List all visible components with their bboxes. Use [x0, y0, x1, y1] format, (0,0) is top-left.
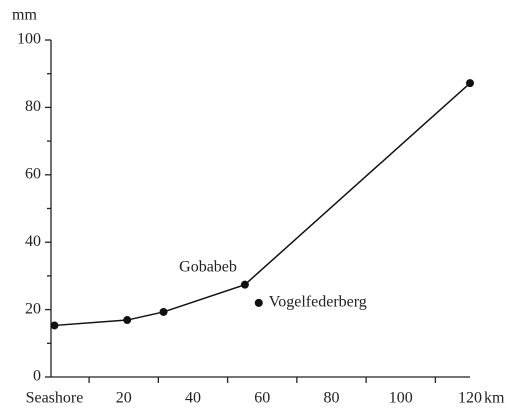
y-tick-label: 40: [25, 233, 41, 250]
y-tick-label: 100: [17, 31, 41, 48]
y-tick-label: 80: [25, 98, 41, 115]
point: [123, 316, 132, 325]
x-tick-label: 120: [458, 390, 482, 407]
point: [240, 280, 249, 289]
point: [254, 298, 263, 307]
point-label: Vogelfederberg: [269, 294, 367, 311]
y-tick-label: 0: [33, 368, 41, 385]
point: [50, 321, 59, 330]
point: [159, 307, 168, 316]
x-tick-label: 100: [389, 390, 413, 407]
x-tick-label: 60: [254, 390, 270, 407]
x-axis-label: km: [484, 390, 505, 407]
y-axis-label: mm: [12, 7, 37, 24]
line: [54, 82, 471, 327]
point-label: Gobabeb: [179, 258, 237, 275]
x-tick-label: 40: [185, 390, 201, 407]
x-tick-label: 20: [116, 390, 132, 407]
point: [466, 79, 474, 88]
y-tick-label: 60: [25, 165, 41, 182]
x-tick-label: 80: [323, 390, 339, 407]
y-tick-label: 20: [25, 300, 41, 317]
x-tick-label: Seashore: [26, 390, 84, 407]
